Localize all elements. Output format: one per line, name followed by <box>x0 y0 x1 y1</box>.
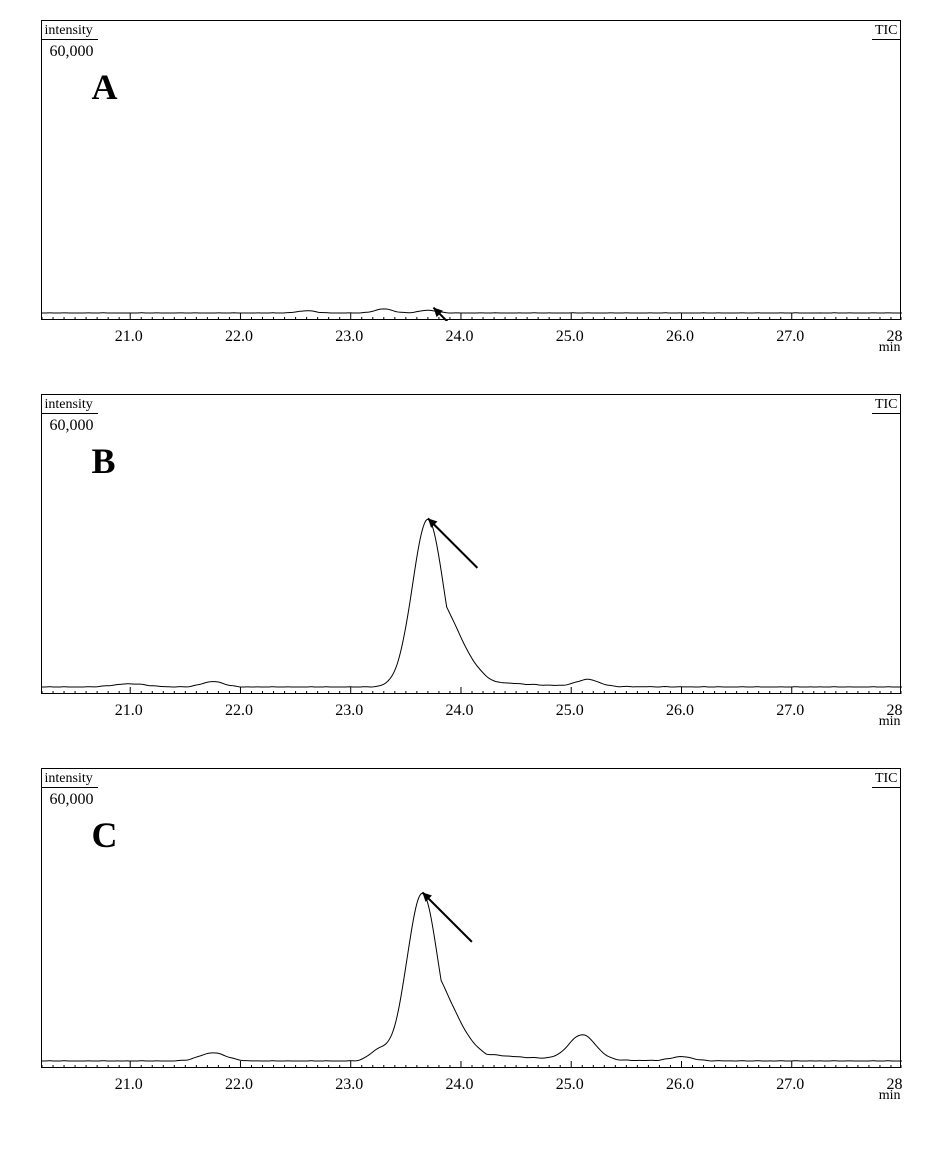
x-axis-labels: 21.022.023.024.025.026.027.028min <box>41 324 901 356</box>
x-tick-label: 21.0 <box>115 702 143 720</box>
peak-arrow <box>433 308 483 321</box>
peak-arrow <box>427 518 476 568</box>
chromatogram-svg <box>42 395 902 695</box>
x-axis-labels: 21.022.023.024.025.026.027.028min <box>41 1072 901 1104</box>
x-tick-label: 25.0 <box>556 328 584 346</box>
x-axis-unit: min <box>879 340 901 356</box>
chromatogram-svg <box>42 21 902 321</box>
x-axis-ticks <box>42 687 902 694</box>
chromatogram-trace <box>42 309 902 313</box>
x-tick-label: 25.0 <box>556 702 584 720</box>
x-axis-labels: 21.022.023.024.025.026.027.028min <box>41 698 901 730</box>
figure-container: intensityTIC60,000A 21.0 22.0 23.0 24.0 25.0… <box>21 20 921 1102</box>
x-tick-label: 22.0 <box>225 328 253 346</box>
chromatogram-panel-a: intensityTIC60,000A <box>41 20 901 320</box>
x-tick-label: 24.0 <box>445 1076 473 1094</box>
x-tick-label: 24.0 <box>445 702 473 720</box>
x-tick-label: 25.0 <box>556 1076 584 1094</box>
chromatogram-panel-b: intensityTIC60,000B <box>41 394 901 694</box>
x-tick-label: 21.0 <box>115 1076 143 1094</box>
x-axis-ticks <box>42 313 902 320</box>
x-tick-label: 26.0 <box>666 328 694 346</box>
peak-arrow <box>422 892 472 942</box>
x-tick-label: 26.0 <box>666 1076 694 1094</box>
x-axis-unit: min <box>879 714 901 730</box>
x-tick-label: 27.0 <box>776 328 804 346</box>
x-tick-label: 27.0 <box>776 1076 804 1094</box>
x-tick-label: 22.0 <box>225 702 253 720</box>
chromatogram-svg <box>42 769 902 1069</box>
x-tick-label: 23.0 <box>335 328 363 346</box>
chromatogram-trace <box>42 893 902 1061</box>
x-tick-label: 22.0 <box>225 1076 253 1094</box>
chromatogram-panel-c: intensityTIC60,000C <box>41 768 901 1068</box>
x-tick-label: 21.0 <box>115 328 143 346</box>
x-tick-label: 24.0 <box>445 328 473 346</box>
x-tick-label: 27.0 <box>776 702 804 720</box>
x-tick-label: 26.0 <box>666 702 694 720</box>
x-axis-ticks <box>42 1061 902 1068</box>
chromatogram-trace <box>42 519 902 687</box>
x-tick-label: 23.0 <box>335 1076 363 1094</box>
x-tick-label: 23.0 <box>335 702 363 720</box>
x-axis-unit: min <box>879 1088 901 1104</box>
